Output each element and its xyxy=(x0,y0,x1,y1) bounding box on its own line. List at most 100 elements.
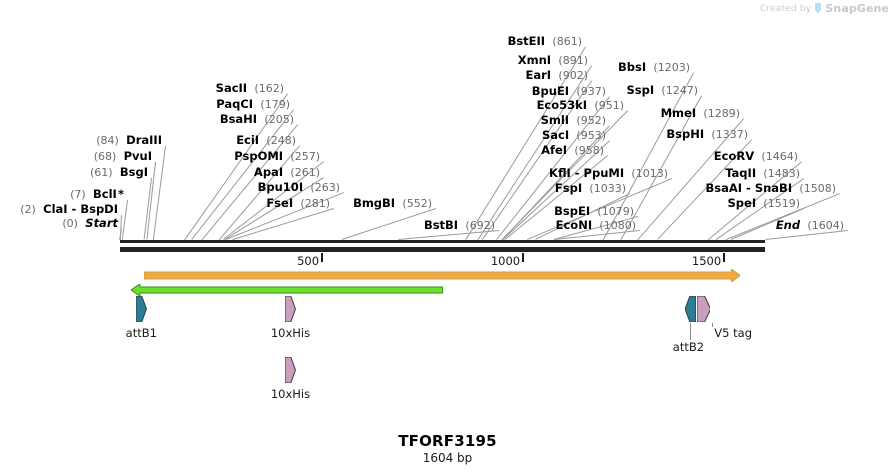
enzyme-label-bmgbi[interactable]: BmgBI (552) xyxy=(353,197,432,210)
enzyme-label-ecii[interactable]: EciI (248) xyxy=(236,134,296,147)
enzyme-position: (205) xyxy=(264,113,294,126)
enzyme-label-bcli[interactable]: (7) BclI * xyxy=(70,188,124,201)
enzyme-label-draiii[interactable]: (84) DraIII xyxy=(96,134,162,147)
enzyme-position: (1604) xyxy=(807,219,844,232)
ruler-label-500: 500 xyxy=(297,254,320,268)
leader-line xyxy=(121,199,128,240)
feature-label-v5-tag: V5 tag xyxy=(714,326,752,340)
snapgene-watermark: Created by SnapGene xyxy=(760,2,889,15)
enzyme-name: BsaHI xyxy=(219,112,258,126)
enzyme-name: ApaI xyxy=(253,165,284,179)
enzyme-name: EcoRV xyxy=(713,149,755,163)
enzyme-label-smli[interactable]: SmlI (952) xyxy=(541,114,606,127)
enzyme-label-bpu10i[interactable]: Bpu10I (263) xyxy=(258,181,340,194)
enzyme-label-ecorv[interactable]: EcoRV (1464) xyxy=(714,150,798,163)
enzyme-label-sspi[interactable]: SspI (1247) xyxy=(626,84,698,97)
enzyme-position: (7) xyxy=(70,188,86,201)
enzyme-label-bsaai[interactable]: BsaAI - SnaBI (1508) xyxy=(705,182,836,195)
feature-label-10xhis-2: 10xHis xyxy=(270,387,311,401)
ruler-tick-1000 xyxy=(522,253,525,262)
enzyme-name: Bpu10I xyxy=(257,180,304,194)
enzyme-name: PvuI xyxy=(123,149,152,163)
enzyme-position: (952) xyxy=(576,114,606,127)
enzyme-name: BpuEI xyxy=(531,84,570,98)
enzyme-name-pair: SnaBI xyxy=(754,181,793,195)
feature-arrow-primer[interactable] xyxy=(130,281,444,297)
enzyme-label-start[interactable]: (0) Start xyxy=(62,217,118,230)
enzyme-position: (1483) xyxy=(763,167,800,180)
enzyme-position: (1013) xyxy=(631,167,668,180)
feature-block-10xhis[interactable] xyxy=(284,295,297,323)
enzyme-name: MmeI xyxy=(660,106,697,120)
enzyme-position: (0) xyxy=(62,217,78,230)
enzyme-name: Start xyxy=(85,216,118,230)
watermark-brand: SnapGene xyxy=(825,2,889,15)
ruler-tick-1500 xyxy=(723,253,726,262)
enzyme-label-spei[interactable]: SpeI (1519) xyxy=(728,197,800,210)
enzyme-label-bbsi[interactable]: BbsI (1203) xyxy=(618,61,690,74)
enzyme-label-eco53ki[interactable]: Eco53kI (951) xyxy=(537,99,624,112)
ruler-label-1000: 1000 xyxy=(490,254,521,268)
enzyme-label-pspomi[interactable]: PspOMI (257) xyxy=(234,150,320,163)
enzyme-label-bsphi[interactable]: BspHI (1337) xyxy=(666,128,748,141)
enzyme-label-paqci[interactable]: PaqCI (179) xyxy=(216,98,290,111)
enzyme-label-xmni[interactable]: XmnI (891) xyxy=(518,54,588,67)
enzyme-label-bstbi[interactable]: BstBI (692) xyxy=(424,219,495,232)
enzyme-name: BbsI xyxy=(617,60,647,74)
enzyme-position: (1519) xyxy=(763,197,800,210)
feature-connector-v5-tag xyxy=(712,323,714,327)
enzyme-name: SacI xyxy=(541,128,570,142)
enzyme-label-sacii[interactable]: SacII (162) xyxy=(216,82,284,95)
enzyme-name: BstEII xyxy=(507,34,546,48)
enzyme-position: (84) xyxy=(96,134,119,147)
enzyme-name: EciI xyxy=(236,133,260,147)
enzyme-position: (1203) xyxy=(653,61,690,74)
enzyme-position: (937) xyxy=(576,85,606,98)
enzyme-label-saci[interactable]: SacI (953) xyxy=(542,129,606,142)
enzyme-position: (1289) xyxy=(703,107,740,120)
enzyme-label-fspi[interactable]: FspI (1033) xyxy=(555,182,626,195)
leader-line xyxy=(152,145,166,240)
feature-block-10xhis-2[interactable] xyxy=(284,356,297,384)
enzyme-position: (2) xyxy=(20,203,36,216)
enzyme-position: (281) xyxy=(300,197,330,210)
enzyme-name: FspI xyxy=(554,181,583,195)
enzyme-label-afei[interactable]: AfeI (958) xyxy=(541,144,604,157)
enzyme-position: (162) xyxy=(254,82,284,95)
enzyme-position: (1508) xyxy=(799,182,836,195)
enzyme-label-mmei[interactable]: MmeI (1289) xyxy=(661,107,740,120)
enzyme-pair-separator: - xyxy=(570,166,584,180)
enzyme-label-bspei[interactable]: BspEI (1079) xyxy=(554,205,634,218)
feature-label-10xhis: 10xHis xyxy=(270,326,311,340)
enzyme-label-bsteii[interactable]: BstEII (861) xyxy=(508,35,582,48)
enzyme-name: BmgBI xyxy=(353,196,396,210)
enzyme-label-bpuei[interactable]: BpuEI (937) xyxy=(532,85,606,98)
enzyme-label-clai[interactable]: (2) ClaI - BspDI xyxy=(20,203,118,216)
page-subtitle: 1604 bp xyxy=(422,451,473,465)
feature-arrow-orf[interactable] xyxy=(143,267,742,283)
enzyme-label-apai[interactable]: ApaI (261) xyxy=(254,166,320,179)
enzyme-label-bsgi[interactable]: (61) BsgI xyxy=(90,166,148,179)
enzyme-name: BspHI xyxy=(666,127,705,141)
feature-block-v5-tag[interactable] xyxy=(696,295,711,323)
enzyme-pair-separator: - xyxy=(67,202,81,216)
enzyme-label-kfli[interactable]: KflI - PpuMI (1013) xyxy=(549,167,668,180)
enzyme-label-bsahi[interactable]: BsaHI (205) xyxy=(220,113,294,126)
enzyme-label-eari[interactable]: EarI (902) xyxy=(526,69,588,82)
enzyme-position: (1337) xyxy=(711,128,748,141)
feature-block-attb1[interactable] xyxy=(135,295,148,323)
enzyme-label-econi[interactable]: EcoNI (1080) xyxy=(556,219,636,232)
enzyme-name: FseI xyxy=(266,196,294,210)
enzyme-label-taqii[interactable]: TaqII (1483) xyxy=(725,167,800,180)
enzyme-position: (953) xyxy=(576,129,606,142)
enzyme-label-end[interactable]: End (1604) xyxy=(776,219,844,232)
enzyme-position: (257) xyxy=(290,150,320,163)
feature-block-attb2[interactable] xyxy=(684,295,697,323)
enzyme-label-pvui[interactable]: (68) PvuI xyxy=(94,150,152,163)
enzyme-name: BclI * xyxy=(93,187,124,201)
enzyme-name: PaqCI xyxy=(216,97,254,111)
enzyme-label-fsei[interactable]: FseI (281) xyxy=(266,197,330,210)
enzyme-name: EcoNI xyxy=(555,218,593,232)
enzyme-name: ClaI xyxy=(43,202,68,216)
